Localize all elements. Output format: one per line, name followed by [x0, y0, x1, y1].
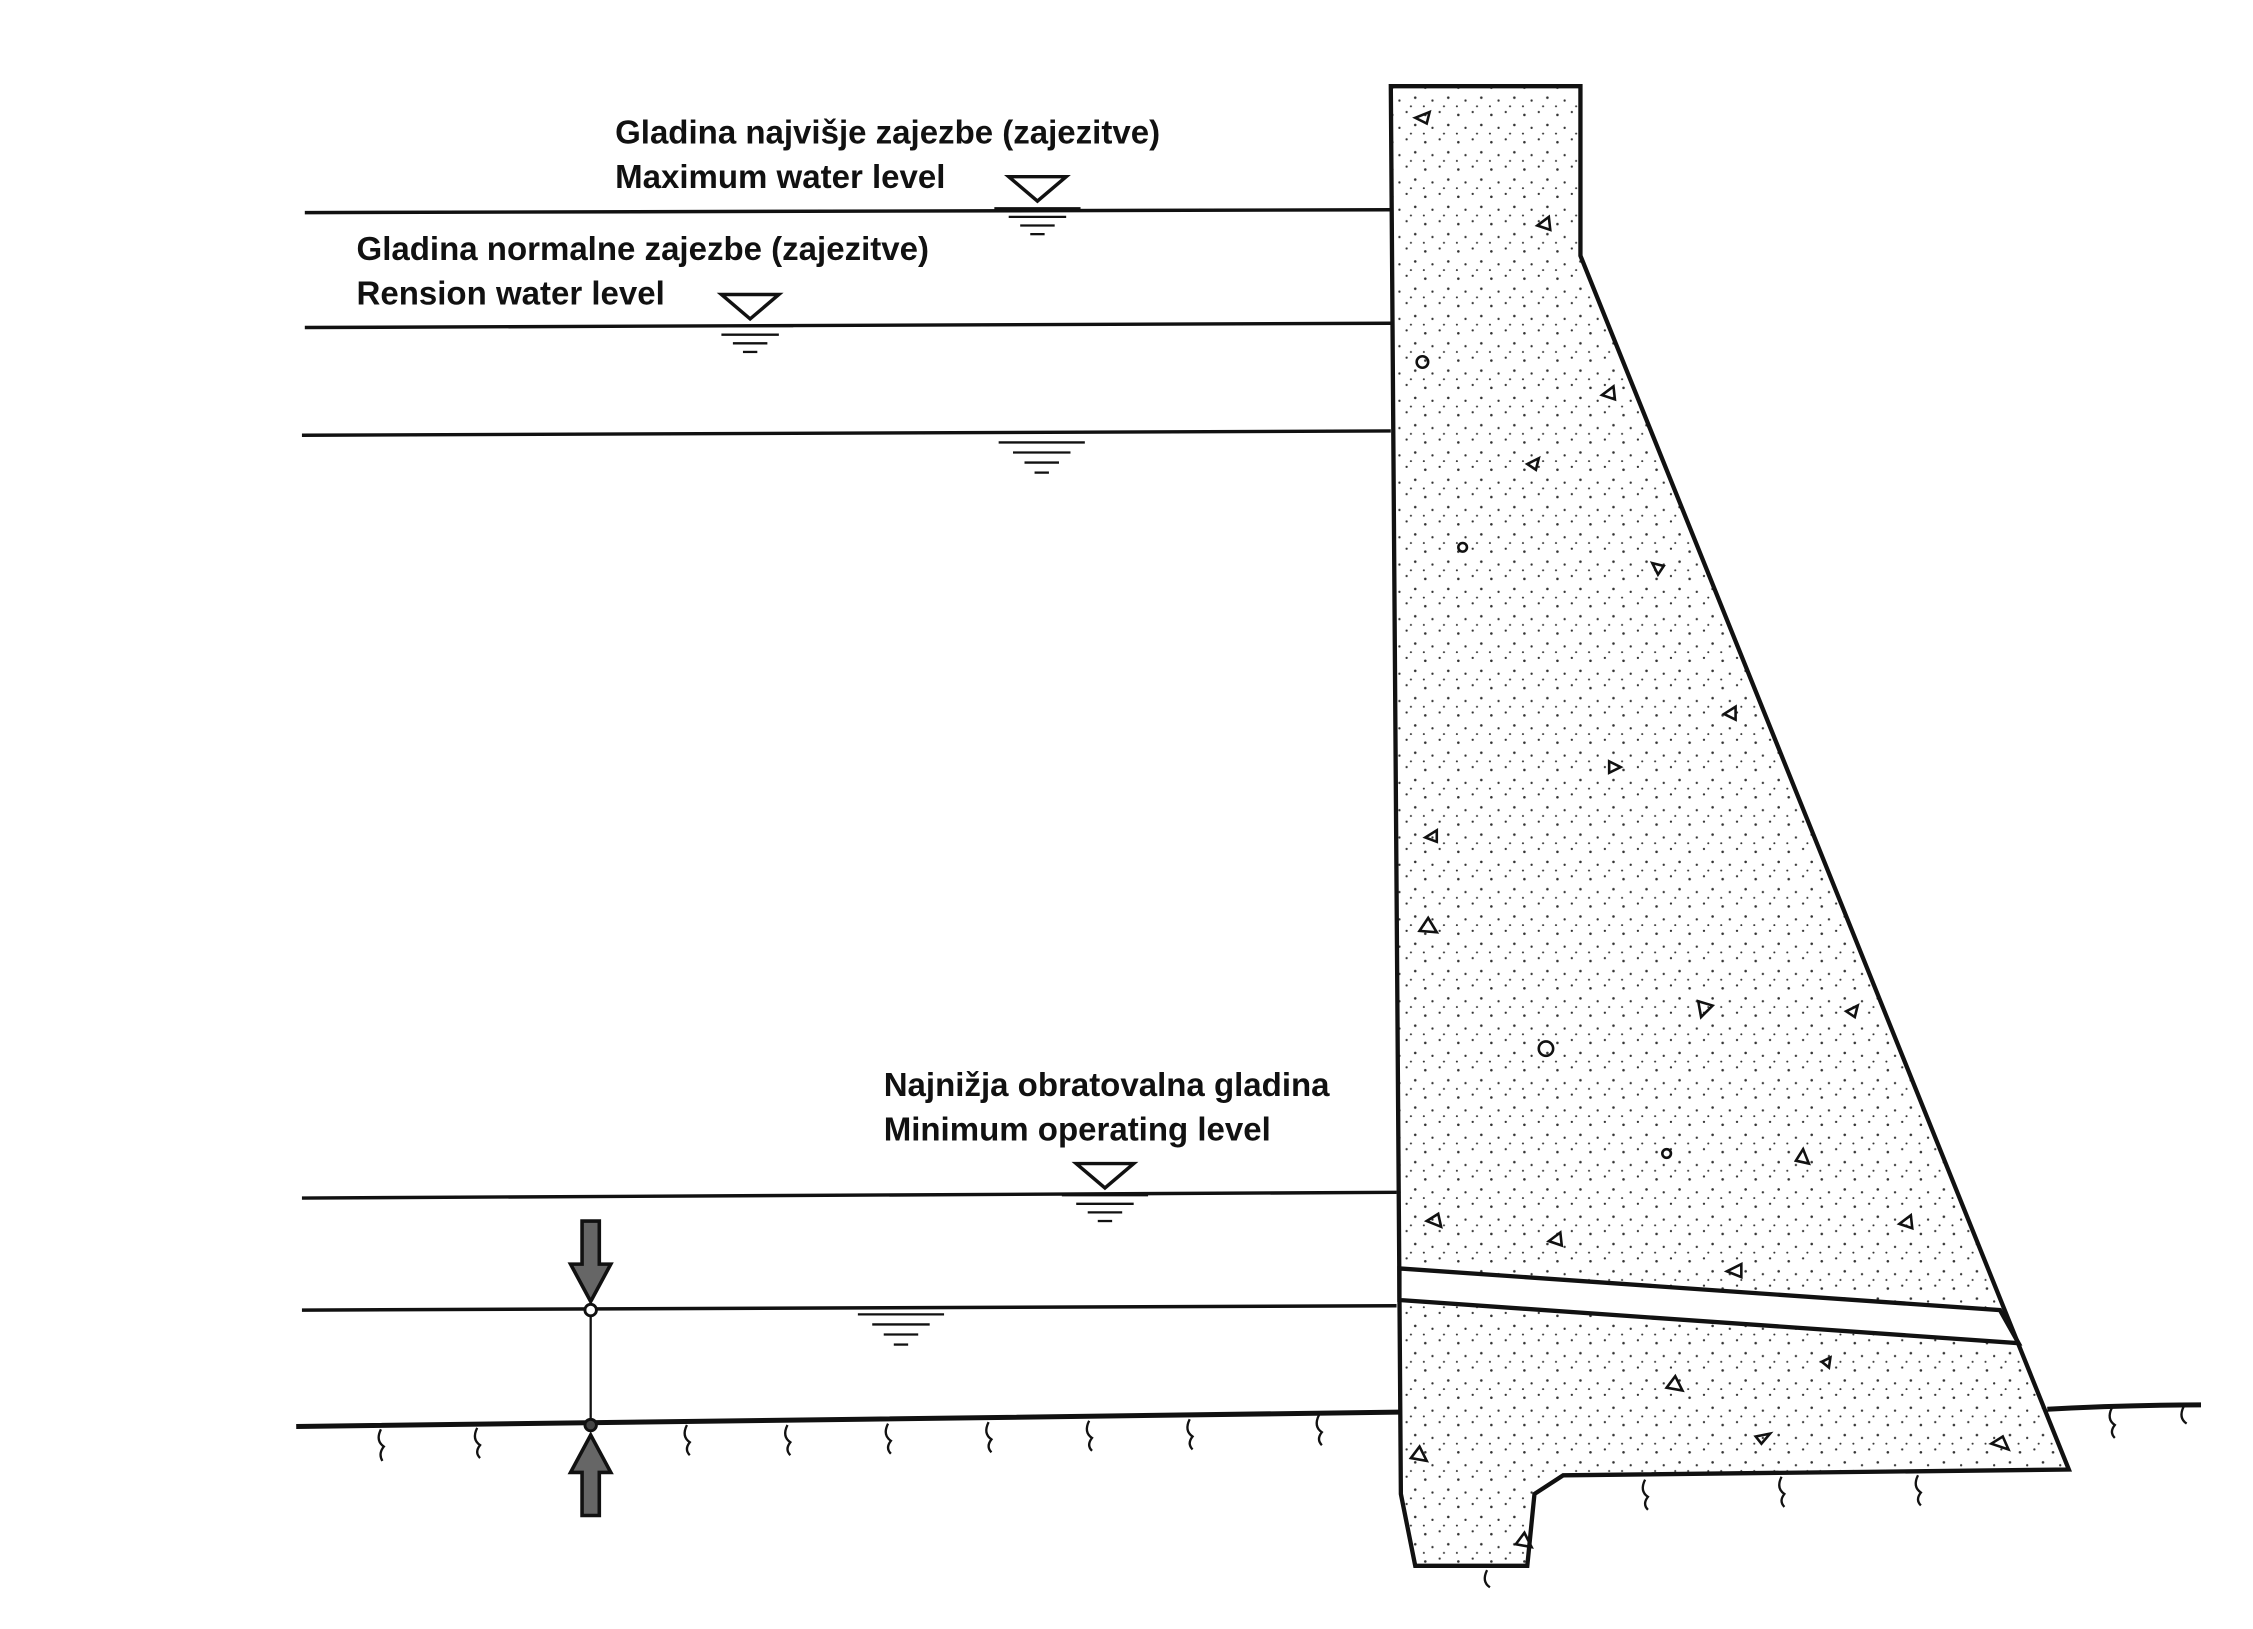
- ground-roots: [377, 1405, 2188, 1589]
- level-line: [301, 1304, 1397, 1312]
- label-local: Najnižja obratovalna gladina: [884, 1066, 1330, 1103]
- dimension-point: [583, 1417, 598, 1433]
- label-english: Maximum water level: [615, 158, 945, 195]
- level-line: [301, 1190, 1397, 1200]
- dam-body: [1388, 84, 2073, 1568]
- label-local: Gladina najvišje zajezbe (zajezitve): [615, 114, 1160, 151]
- level-line: [304, 321, 1391, 330]
- label-local: Gladina normalne zajezbe (zajezitve): [357, 230, 929, 267]
- level-line: [301, 429, 1391, 437]
- level-line: [304, 208, 1391, 215]
- label-english: Rension water level: [357, 275, 665, 312]
- aggregate: [1408, 109, 2011, 1549]
- dam-joint: [1397, 1266, 2023, 1346]
- arrow-down: [567, 1219, 614, 1306]
- arrow-up: [567, 1431, 614, 1518]
- label-english: Minimum operating level: [884, 1111, 1271, 1148]
- ground: [296, 1402, 2202, 1429]
- dimension-point: [583, 1302, 598, 1318]
